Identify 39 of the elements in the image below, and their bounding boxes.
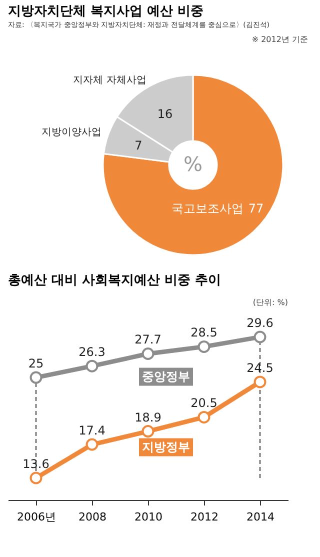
slice-label: 지자체 자체사업 [73,75,146,86]
chart-title: 총예산 대비 사회복지예산 비중 추이 [8,273,222,288]
data-label: 13.6 [22,457,50,471]
data-label: 20.5 [190,396,218,410]
text: (단위: %) [252,298,288,307]
x-tick-label: 2012 [190,510,218,524]
data-label: 17.4 [78,424,106,438]
data-label: 25 [28,356,44,371]
point [254,330,266,344]
data-label: 26.3 [78,345,106,360]
data-label: 29.6 [246,316,274,330]
point [254,376,266,388]
data-label: 18.9 [134,410,162,424]
x-tick-label: 2006년 [17,510,56,524]
data-label: 7 [134,138,142,152]
point [142,348,154,360]
text: ※ 2012년 기준 [252,35,308,44]
point [86,360,98,372]
data-label: 16 [157,107,173,122]
text: % [183,152,203,176]
data-label: 77 [248,202,264,216]
x-tick-label: 2008 [78,510,106,524]
donut-slice [102,74,284,256]
x-tick-label: 2010 [134,510,162,524]
data-label: 24.5 [246,360,274,375]
x-tick-label: 2014 [246,510,274,524]
point [142,425,154,438]
series-label: 지방정부 [142,440,190,454]
slice-label: 지방이양사업 [42,127,102,138]
point [198,340,210,353]
point [86,438,98,451]
point [30,472,42,484]
data-label: 27.7 [134,332,162,347]
slice-label: 국고보조사업 [171,202,244,216]
chart-title: 지방자치단체 복지사업 예산 비중 [8,4,204,19]
series-label: 중앙정부 [142,370,190,384]
point [30,371,42,384]
point [198,410,210,424]
data-label: 28.5 [190,326,218,340]
